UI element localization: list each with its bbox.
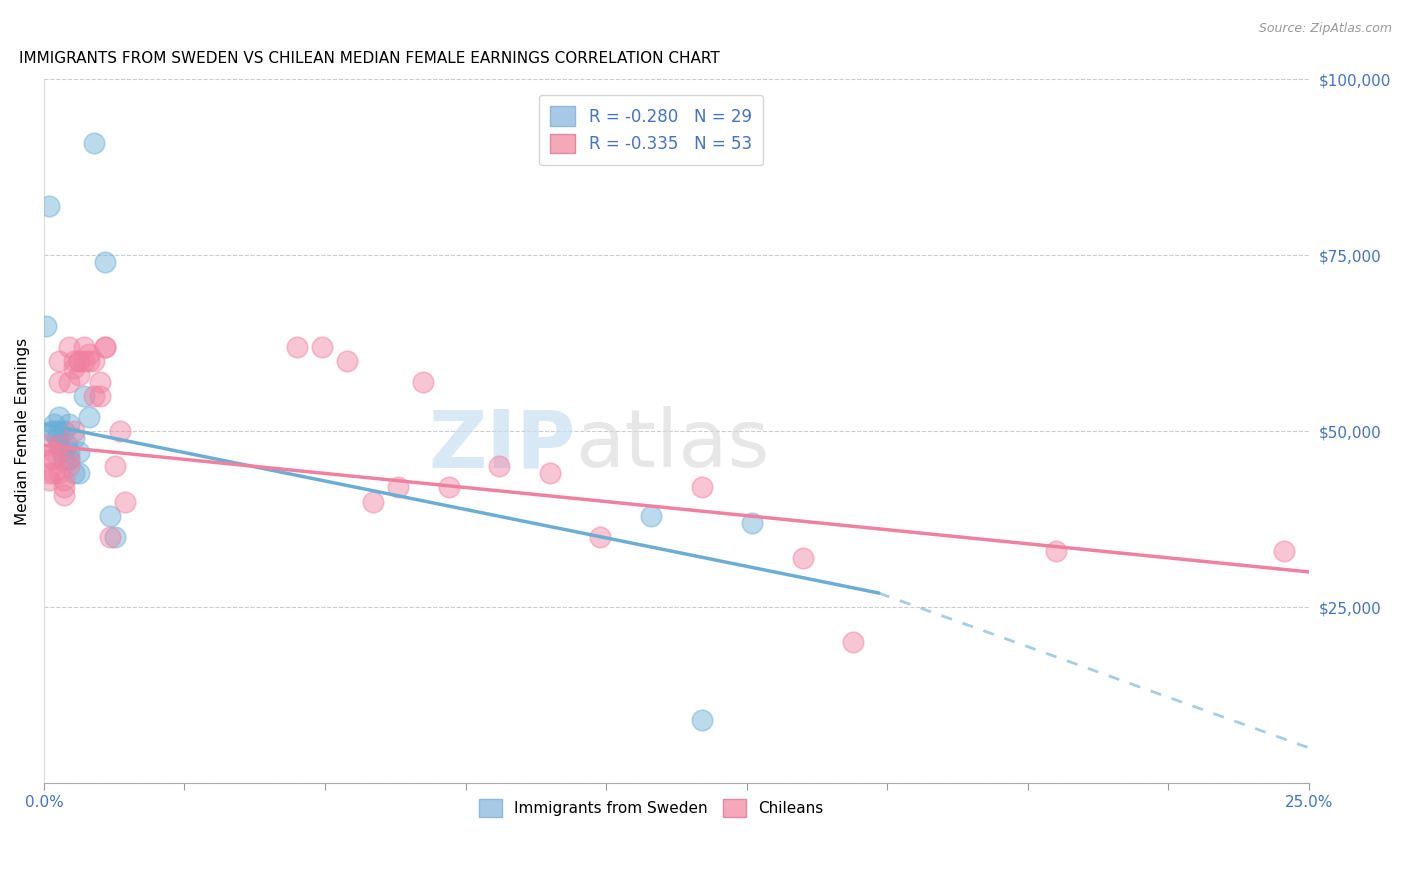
Point — [79, 347, 101, 361]
Point — [842, 635, 865, 649]
Point — [42, 445, 65, 459]
Point — [1045, 544, 1067, 558]
Point — [387, 481, 409, 495]
Point — [67, 354, 90, 368]
Point — [93, 255, 115, 269]
Point — [35, 438, 58, 452]
Point — [89, 389, 111, 403]
Point — [690, 481, 713, 495]
Point — [93, 340, 115, 354]
Point — [83, 389, 105, 403]
Point — [58, 375, 80, 389]
Point — [98, 508, 121, 523]
Point — [285, 340, 308, 354]
Point — [53, 452, 76, 467]
Point — [488, 459, 510, 474]
Point — [48, 438, 70, 452]
Point — [73, 389, 96, 403]
Point — [63, 467, 86, 481]
Point — [38, 199, 60, 213]
Point — [38, 474, 60, 488]
Point — [104, 459, 127, 474]
Point — [83, 136, 105, 150]
Point — [108, 424, 131, 438]
Point — [41, 452, 63, 467]
Point — [361, 494, 384, 508]
Point — [42, 424, 65, 438]
Point — [98, 530, 121, 544]
Point — [35, 318, 58, 333]
Point — [336, 354, 359, 368]
Point — [67, 467, 90, 481]
Point — [53, 424, 76, 438]
Point — [79, 354, 101, 368]
Point — [114, 494, 136, 508]
Text: Source: ZipAtlas.com: Source: ZipAtlas.com — [1258, 22, 1392, 36]
Point — [48, 467, 70, 481]
Text: IMMIGRANTS FROM SWEDEN VS CHILEAN MEDIAN FEMALE EARNINGS CORRELATION CHART: IMMIGRANTS FROM SWEDEN VS CHILEAN MEDIAN… — [18, 51, 720, 66]
Point — [41, 424, 63, 438]
Point — [58, 459, 80, 474]
Point — [67, 368, 90, 382]
Point — [93, 340, 115, 354]
Point — [48, 410, 70, 425]
Point — [42, 452, 65, 467]
Point — [311, 340, 333, 354]
Point — [589, 530, 612, 544]
Point — [63, 360, 86, 375]
Point — [73, 354, 96, 368]
Point — [53, 481, 76, 495]
Point — [63, 354, 86, 368]
Point — [741, 516, 763, 530]
Point — [437, 481, 460, 495]
Point — [79, 410, 101, 425]
Y-axis label: Median Female Earnings: Median Female Earnings — [15, 338, 30, 524]
Point — [63, 424, 86, 438]
Legend: Immigrants from Sweden, Chileans: Immigrants from Sweden, Chileans — [471, 792, 831, 825]
Point — [67, 354, 90, 368]
Point — [58, 340, 80, 354]
Point — [58, 452, 80, 467]
Point — [73, 340, 96, 354]
Point — [63, 431, 86, 445]
Point — [42, 467, 65, 481]
Point — [1272, 544, 1295, 558]
Point — [48, 438, 70, 452]
Point — [53, 487, 76, 501]
Point — [792, 550, 814, 565]
Point — [538, 467, 561, 481]
Point — [48, 375, 70, 389]
Point — [53, 474, 76, 488]
Text: ZIP: ZIP — [427, 406, 575, 484]
Point — [67, 445, 90, 459]
Point — [58, 417, 80, 432]
Point — [89, 375, 111, 389]
Point — [640, 508, 662, 523]
Point — [83, 354, 105, 368]
Point — [58, 445, 80, 459]
Text: atlas: atlas — [575, 406, 769, 484]
Point — [38, 467, 60, 481]
Point — [42, 417, 65, 432]
Point — [690, 713, 713, 727]
Point — [48, 424, 70, 438]
Point — [104, 530, 127, 544]
Point — [45, 431, 67, 445]
Point — [48, 354, 70, 368]
Point — [58, 452, 80, 467]
Point — [55, 438, 77, 452]
Point — [51, 445, 73, 459]
Point — [412, 375, 434, 389]
